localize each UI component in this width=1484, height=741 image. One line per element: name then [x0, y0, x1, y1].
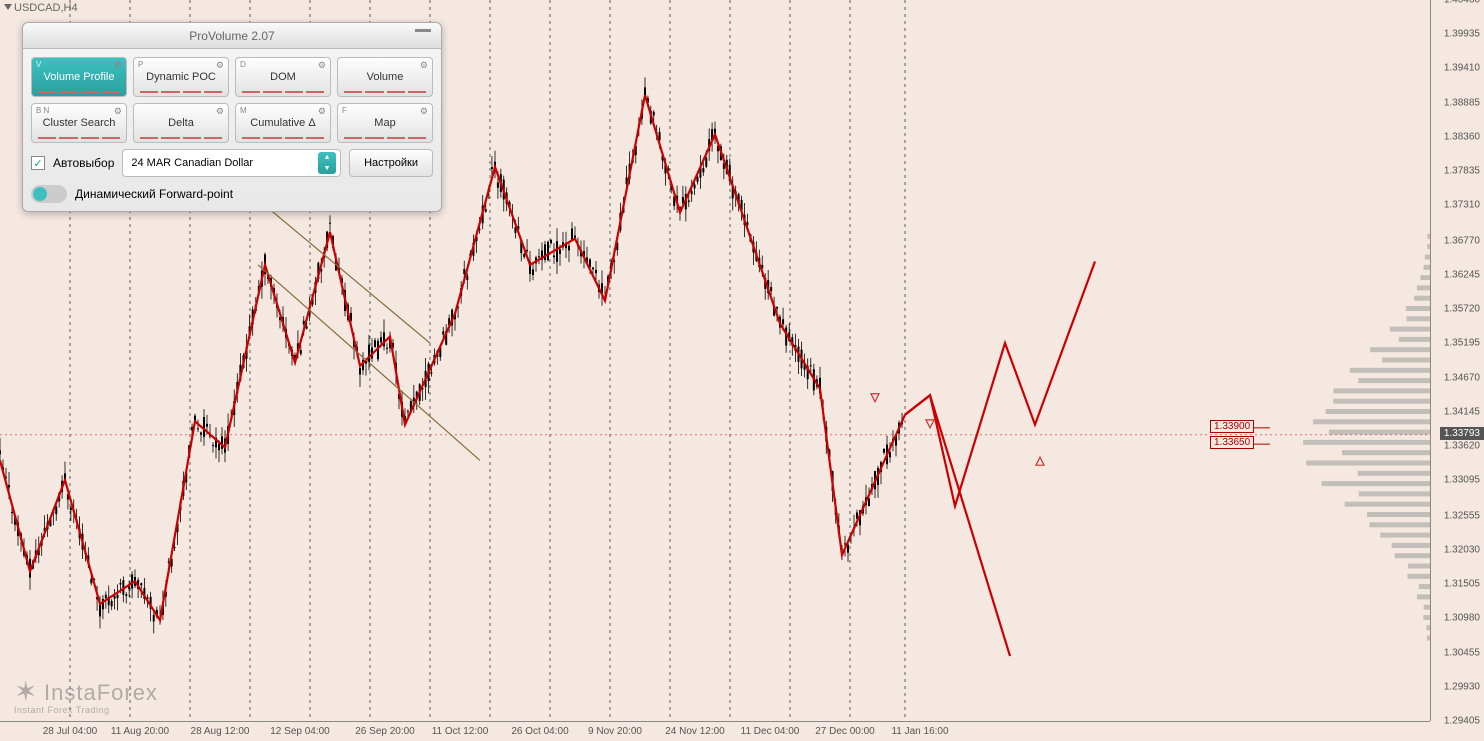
autoselect-label: Автовыбор [53, 156, 114, 170]
toggle-row: Динамический Forward-point [31, 185, 433, 203]
y-tick-label: 1.32030 [1444, 544, 1480, 555]
settings-button[interactable]: Настройки [349, 149, 433, 177]
tool-map[interactable]: F⚙Map [337, 103, 433, 143]
forward-point-toggle[interactable] [31, 185, 67, 203]
contract-select[interactable]: 24 MAR Canadian Dollar ▲▼ [122, 149, 341, 177]
forecast-up [905, 262, 1095, 507]
logo-star-icon [14, 681, 40, 707]
poc-price-label: 1.33650 [1210, 436, 1254, 449]
y-tick-label: 1.38885 [1444, 97, 1480, 108]
y-tick-label: 1.36770 [1444, 235, 1480, 246]
y-tick-label: 1.29405 [1444, 716, 1480, 727]
tool-cumulative-[interactable]: M⚙Cumulative Δ [235, 103, 331, 143]
chart-container: USDCAD,H4 1.404601.399351.394101.388851.… [0, 0, 1484, 741]
panel-title: ProVolume 2.07 [189, 29, 274, 43]
tool-volume-profile[interactable]: V⚙Volume Profile [31, 57, 127, 97]
x-tick-label: 12 Sep 04:00 [270, 726, 330, 737]
tool-volume[interactable]: ⚙Volume [337, 57, 433, 97]
poc-price-label: 1.33900 [1210, 420, 1254, 433]
y-tick-label: 1.34145 [1444, 406, 1480, 417]
tool-row-2: B N⚙Cluster Search⚙DeltaM⚙Cumulative ΔF⚙… [31, 103, 433, 143]
tool-cluster-search[interactable]: B N⚙Cluster Search [31, 103, 127, 143]
x-axis: 28 Jul 04:00 11 Aug 20:00 28 Aug 12:00 12 S… [0, 721, 1430, 741]
x-tick-label: 28 Aug 12:00 [191, 726, 250, 737]
settings-button-label: Настройки [364, 157, 418, 169]
autoselect-checkbox[interactable]: ✓ [31, 156, 45, 170]
y-tick-label: 1.33095 [1444, 475, 1480, 486]
y-tick-label: 1.37835 [1444, 166, 1480, 177]
panel-body: V⚙Volume ProfileP⚙Dynamic POCD⚙DOM⚙Volum… [23, 49, 441, 211]
x-tick-label: 26 Oct 04:00 [511, 726, 568, 737]
y-tick-label: 1.40460 [1444, 0, 1480, 6]
tool-row-1: V⚙Volume ProfileP⚙Dynamic POCD⚙DOM⚙Volum… [31, 57, 433, 97]
y-tick-label: 1.39935 [1444, 29, 1480, 40]
y-tick-label: 1.35720 [1444, 304, 1480, 315]
y-tick-label: 1.33620 [1444, 441, 1480, 452]
tool-dom[interactable]: D⚙DOM [235, 57, 331, 97]
tool-delta[interactable]: ⚙Delta [133, 103, 229, 143]
y-tick-label: 1.37310 [1444, 200, 1480, 211]
x-tick-label: 11 Dec 04:00 [741, 726, 800, 737]
x-tick-label: 9 Nov 20:00 [588, 726, 642, 737]
provolume-panel[interactable]: ProVolume 2.07 V⚙Volume ProfileP⚙Dynamic… [22, 22, 442, 212]
y-tick-label: 1.30980 [1444, 613, 1480, 624]
y-tick-label: 1.31505 [1444, 579, 1480, 590]
x-tick-label: 11 Jan 16:00 [891, 726, 948, 737]
y-tick-label: 1.32555 [1444, 510, 1480, 521]
x-tick-label: 28 Jul 04:00 [43, 726, 98, 737]
contract-value: 24 MAR Canadian Dollar [131, 157, 253, 169]
volume-profile [1303, 234, 1430, 641]
y-tick-label: 1.29930 [1444, 681, 1480, 692]
x-tick-label: 24 Nov 12:00 [665, 726, 725, 737]
current-price-tag: 1.33793 [1440, 427, 1484, 440]
settings-row: ✓ Автовыбор 24 MAR Canadian Dollar ▲▼ На… [31, 149, 433, 177]
y-tick-label: 1.34670 [1444, 372, 1480, 383]
x-tick-label: 26 Sep 20:00 [355, 726, 415, 737]
y-tick-label: 1.35195 [1444, 338, 1480, 349]
forecast-down [905, 395, 1010, 656]
x-tick-label: 11 Aug 20:00 [111, 726, 169, 737]
panel-header[interactable]: ProVolume 2.07 [23, 23, 441, 49]
y-tick-label: 1.36245 [1444, 269, 1480, 280]
y-tick-label: 1.30455 [1444, 647, 1480, 658]
logo-brand: InstaForex [44, 680, 158, 705]
minimize-icon[interactable] [415, 29, 431, 32]
tool-dynamic-poc[interactable]: P⚙Dynamic POC [133, 57, 229, 97]
spinner-icon[interactable]: ▲▼ [318, 152, 336, 174]
y-tick-label: 1.39410 [1444, 63, 1480, 74]
forward-point-label: Динамический Forward-point [75, 187, 233, 201]
x-tick-label: 11 Oct 12:00 [432, 726, 489, 737]
y-tick-label: 1.38360 [1444, 131, 1480, 142]
y-axis: 1.40460 1.39935 1.39410 1.38885 1.38360 1.378… [1430, 0, 1484, 721]
x-tick-label: 27 Dec 00:00 [815, 726, 875, 737]
watermark-logo: InstaForex Instant Forex Trading [14, 680, 158, 715]
